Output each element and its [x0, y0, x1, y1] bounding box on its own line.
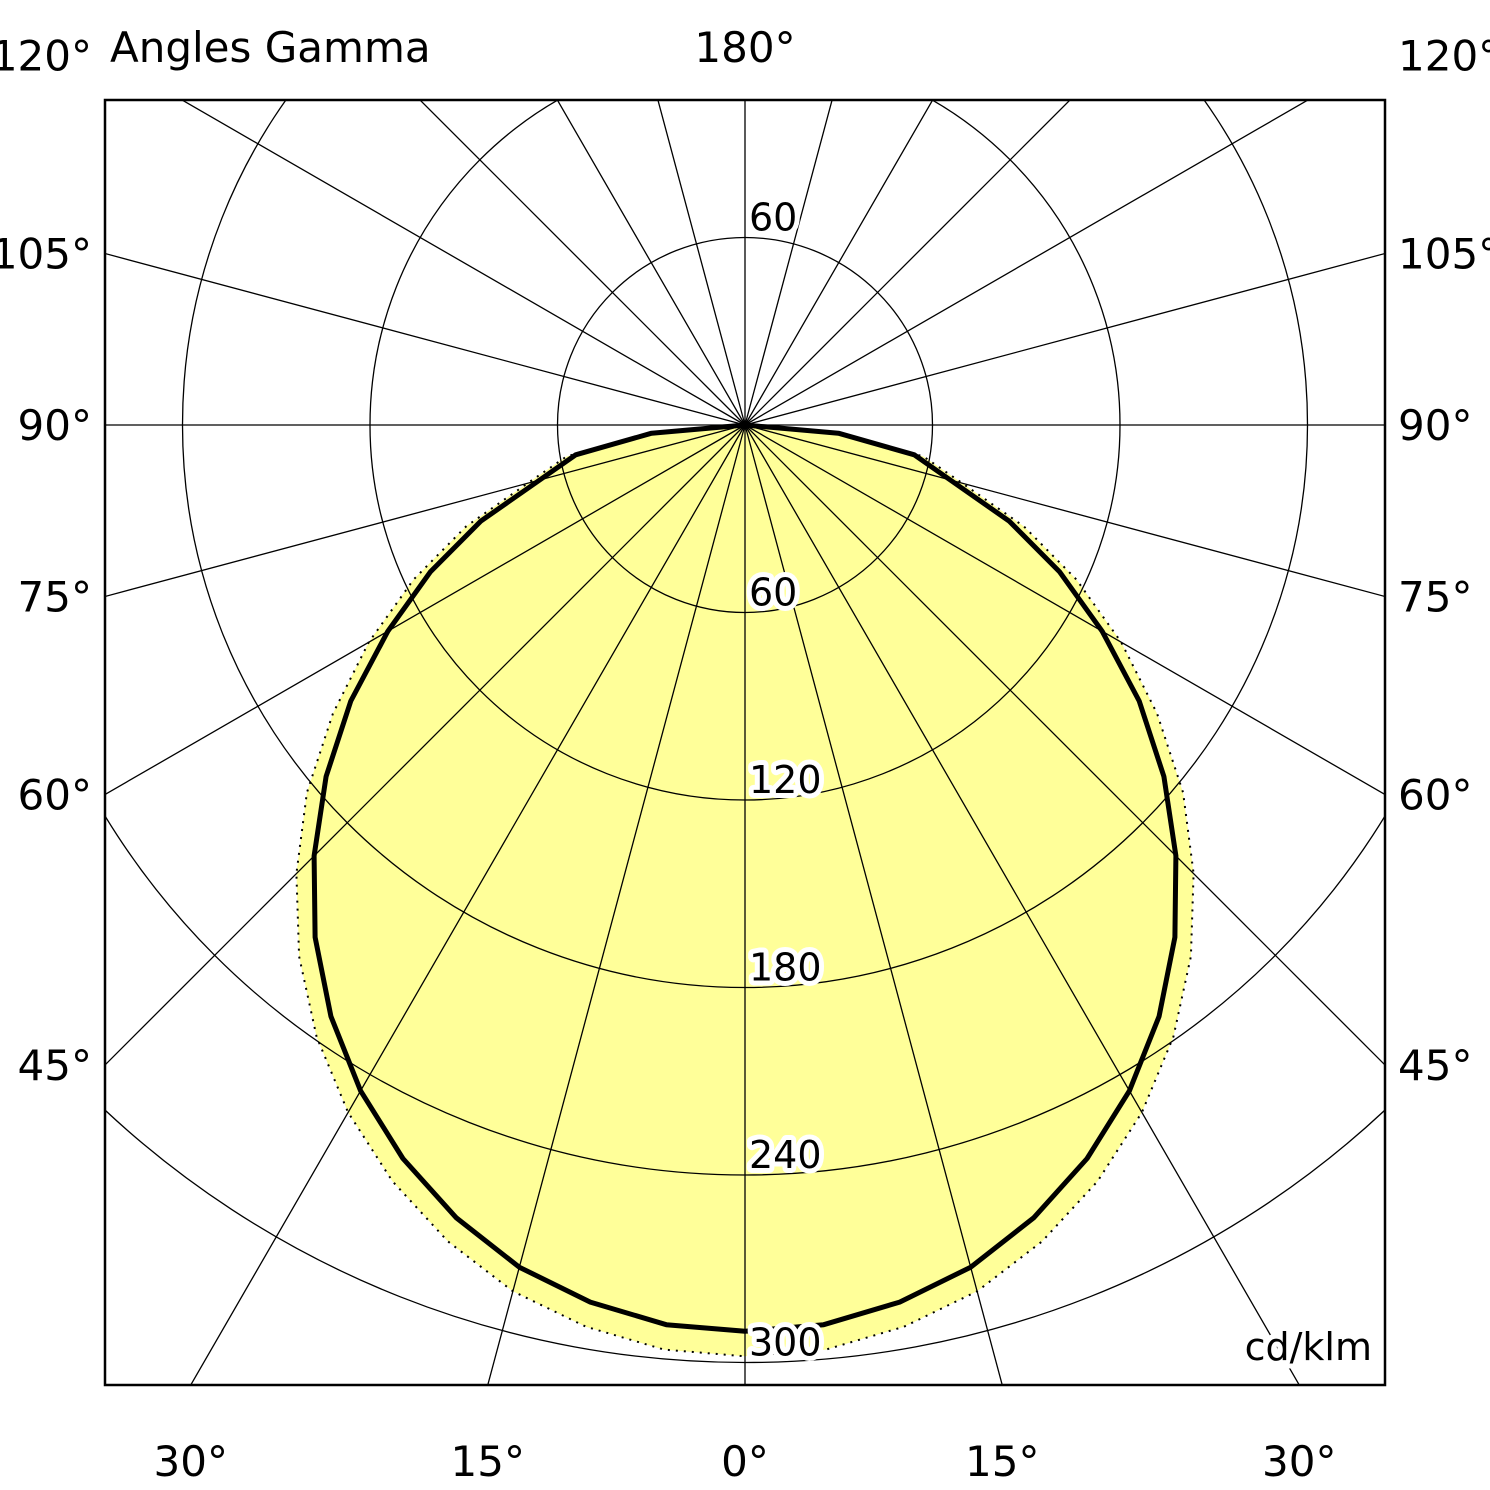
gamma-grid-ray — [744, 100, 1071, 426]
gamma-angle-label-right: 75° — [1398, 572, 1472, 621]
gamma-grid-ray — [744, 424, 1385, 598]
gamma-grid-ray — [556, 100, 746, 426]
plot-frame — [103, 98, 1387, 1387]
intensity-grid-circle — [369, 100, 1121, 801]
gamma-grid-ray — [744, 424, 1385, 1066]
gamma-angle-label-right: 45° — [1398, 1041, 1472, 1090]
gamma-grid-ray — [105, 424, 746, 1066]
intensity-tick-label: 240 — [749, 1133, 822, 1177]
gamma-angle-label-left: 120° — [0, 31, 92, 80]
gamma-angle-label-bottom: 30° — [154, 1437, 228, 1486]
gamma-grid-ray — [105, 424, 746, 598]
gamma-angle-label-left: 45° — [18, 1041, 92, 1090]
gamma-grid-ray — [105, 424, 746, 796]
gamma-angle-label-left: 60° — [18, 771, 92, 820]
intensity-tick-label: 60 — [749, 571, 797, 615]
gamma-grid-ray — [744, 100, 934, 426]
axis-labels: 60 60 120 180 240 300 120° 120° 105° 105° 90° 90° 75… — [0, 31, 1490, 1486]
gamma-angle-label-right: 120° — [1398, 31, 1490, 80]
intensity-grid-circle — [182, 100, 1308, 988]
intensity-tick-label: 300 — [749, 1321, 822, 1365]
intensity-tick-label: 60 — [749, 196, 797, 240]
unit-label: cd/klm — [1245, 1325, 1372, 1369]
photometric-curve-dotted — [295, 423, 1195, 1358]
gamma-grid-ray — [744, 424, 1301, 1385]
intensity-grid-circle — [105, 814, 1385, 1176]
photometric-curve-solid — [311, 422, 1179, 1334]
intensity-grid-circle — [556, 236, 934, 614]
gamma-grid-ray — [419, 100, 746, 426]
gamma-grid-ray — [657, 100, 746, 426]
gamma-grid-ray — [105, 252, 746, 426]
gamma-angle-label-bottom: 15° — [451, 1437, 525, 1486]
gamma-angle-label-right: 105° — [1398, 230, 1490, 279]
static-labels: Angles Gamma 180° cd/klm — [110, 23, 1377, 1374]
gamma-angle-label-right: 90° — [1398, 401, 1472, 450]
chart-title: Angles Gamma — [110, 23, 431, 72]
gamma-grid-ray — [744, 252, 1385, 426]
top-angle-label: 180° — [694, 23, 795, 72]
gamma-grid-ray — [189, 424, 746, 1385]
gamma-grid-ray — [744, 424, 1385, 796]
intensity-tick-label: 180 — [749, 946, 822, 990]
gamma-angle-label-bottom: 30° — [1262, 1437, 1336, 1486]
gamma-angle-label-bottom: 0° — [721, 1437, 769, 1486]
gamma-grid-ray — [487, 424, 746, 1385]
gamma-angle-label-left: 90° — [18, 401, 92, 450]
gamma-angle-label-left: 105° — [0, 230, 92, 279]
gamma-angle-label-right: 60° — [1398, 771, 1472, 820]
gamma-grid-ray — [744, 100, 833, 426]
intensity-grid-circle — [105, 1108, 1385, 1363]
gamma-angle-label-bottom: 15° — [965, 1437, 1039, 1486]
gamma-angle-label-left: 75° — [18, 572, 92, 621]
gamma-grid-ray — [744, 424, 1003, 1385]
gamma-grid-ray — [744, 100, 1310, 426]
intensity-tick-label: 120 — [749, 758, 822, 802]
gamma-grid-ray — [180, 100, 746, 426]
